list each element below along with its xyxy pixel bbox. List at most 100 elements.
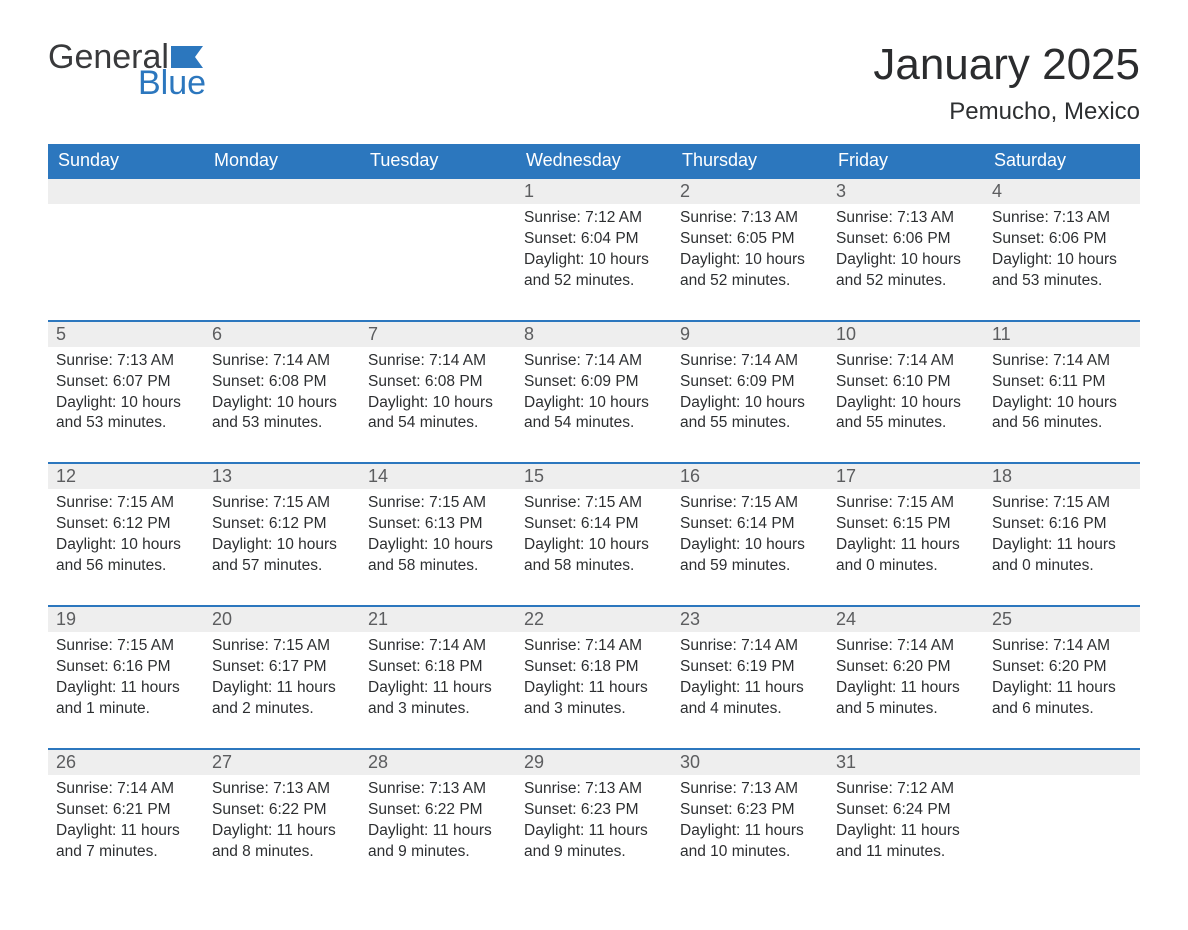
day-details-cell: Sunrise: 7:13 AMSunset: 6:23 PMDaylight:… — [672, 775, 828, 891]
col-tuesday: Tuesday — [360, 144, 516, 178]
day-number-cell — [204, 178, 360, 204]
sunset-label: Sunset: 6:18 PM — [368, 657, 508, 678]
day-number-cell — [48, 178, 204, 204]
day-details-cell: Sunrise: 7:14 AMSunset: 6:08 PMDaylight:… — [204, 347, 360, 464]
title-block: January 2025 Pemucho, Mexico — [873, 40, 1140, 126]
day-number-cell: 5 — [48, 321, 204, 347]
sunset-label: Sunset: 6:09 PM — [524, 372, 664, 393]
sunrise-label: Sunrise: 7:14 AM — [836, 636, 976, 657]
day-number-cell: 24 — [828, 606, 984, 632]
daylight-line2: and 2 minutes. — [212, 699, 352, 720]
day-number: 5 — [56, 324, 66, 344]
sunset-label: Sunset: 6:15 PM — [836, 514, 976, 535]
sunset-label: Sunset: 6:19 PM — [680, 657, 820, 678]
daylight-line2: and 4 minutes. — [680, 699, 820, 720]
col-thursday: Thursday — [672, 144, 828, 178]
day-details-cell: Sunrise: 7:14 AMSunset: 6:19 PMDaylight:… — [672, 632, 828, 749]
day-number-cell: 30 — [672, 749, 828, 775]
day-number: 28 — [368, 752, 388, 772]
day-number: 7 — [368, 324, 378, 344]
daylight-line1: Daylight: 10 hours — [212, 393, 352, 414]
daylight-line2: and 56 minutes. — [56, 556, 196, 577]
day-details-cell: Sunrise: 7:12 AMSunset: 6:24 PMDaylight:… — [828, 775, 984, 891]
sunset-label: Sunset: 6:16 PM — [992, 514, 1132, 535]
day-details-cell: Sunrise: 7:13 AMSunset: 6:23 PMDaylight:… — [516, 775, 672, 891]
sunset-label: Sunset: 6:12 PM — [56, 514, 196, 535]
sunset-label: Sunset: 6:07 PM — [56, 372, 196, 393]
daylight-line2: and 8 minutes. — [212, 842, 352, 863]
daylight-line2: and 58 minutes. — [368, 556, 508, 577]
col-monday: Monday — [204, 144, 360, 178]
daylight-line1: Daylight: 10 hours — [524, 393, 664, 414]
day-number-cell: 20 — [204, 606, 360, 632]
sunrise-label: Sunrise: 7:14 AM — [524, 636, 664, 657]
day-details-cell: Sunrise: 7:13 AMSunset: 6:05 PMDaylight:… — [672, 204, 828, 321]
day-details-cell — [360, 204, 516, 321]
sunset-label: Sunset: 6:14 PM — [524, 514, 664, 535]
daylight-line2: and 59 minutes. — [680, 556, 820, 577]
daylight-line2: and 56 minutes. — [992, 413, 1132, 434]
daylight-line2: and 53 minutes. — [56, 413, 196, 434]
day-number: 25 — [992, 609, 1012, 629]
daynum-row: 262728293031 — [48, 749, 1140, 775]
day-number: 29 — [524, 752, 544, 772]
day-number: 11 — [992, 324, 1011, 344]
day-number-cell: 7 — [360, 321, 516, 347]
daylight-line2: and 9 minutes. — [524, 842, 664, 863]
day-number: 14 — [368, 466, 388, 486]
daylight-line1: Daylight: 11 hours — [56, 678, 196, 699]
sunset-label: Sunset: 6:22 PM — [368, 800, 508, 821]
sunrise-label: Sunrise: 7:14 AM — [368, 636, 508, 657]
sunset-label: Sunset: 6:18 PM — [524, 657, 664, 678]
daylight-line2: and 6 minutes. — [992, 699, 1132, 720]
day-number-cell: 8 — [516, 321, 672, 347]
sunset-label: Sunset: 6:23 PM — [680, 800, 820, 821]
sunrise-label: Sunrise: 7:15 AM — [212, 493, 352, 514]
daylight-line1: Daylight: 10 hours — [680, 535, 820, 556]
details-row: Sunrise: 7:15 AM Sunset: 6:12 PM Daylight:… — [48, 489, 1140, 606]
sunrise-label: Sunrise: 7:15 AM — [836, 493, 976, 514]
day-details-cell: Sunrise: 7:12 AMSunset: 6:04 PMDaylight:… — [516, 204, 672, 321]
day-number-cell: 22 — [516, 606, 672, 632]
daylight-line2: and 52 minutes. — [680, 271, 820, 292]
daylight-line2: and 3 minutes. — [368, 699, 508, 720]
day-details-cell: Sunrise: 7:15 AMSunset: 6:16 PMDaylight:… — [48, 632, 204, 749]
day-details-cell: Sunrise: 7:14 AMSunset: 6:18 PMDaylight:… — [360, 632, 516, 749]
sunset-label: Sunset: 6:17 PM — [212, 657, 352, 678]
day-number: 3 — [836, 181, 846, 201]
details-row: Sunrise: 7:13 AMSunset: 6:07 PMDaylight:… — [48, 347, 1140, 464]
day-details-cell: Sunrise: 7:15 AMSunset: 6:14 PMDaylight:… — [516, 489, 672, 606]
day-number-cell: 6 — [204, 321, 360, 347]
sunrise-label: Sunrise: 7:13 AM — [524, 779, 664, 800]
daylight-line1: Daylight: 11 hours — [212, 678, 352, 699]
sunset-label: Sunset: 6:10 PM — [836, 372, 976, 393]
day-number: 13 — [212, 466, 232, 486]
day-number: 18 — [992, 466, 1012, 486]
details-row: Sunrise: 7:12 AMSunset: 6:04 PMDaylight:… — [48, 204, 1140, 321]
header: General Blue January 2025 Pemucho, Mexic… — [48, 40, 1140, 126]
logo: General Blue — [48, 40, 206, 100]
sunset-label: Sunset: 6:16 PM — [56, 657, 196, 678]
day-number: 19 — [56, 609, 76, 629]
day-number: 8 — [524, 324, 534, 344]
daylight-line2: and 0 minutes. — [992, 556, 1132, 577]
day-number-cell — [360, 178, 516, 204]
daylight-line1: Daylight: 10 hours — [836, 393, 976, 414]
sunrise-label: Sunrise: 7:13 AM — [992, 208, 1132, 229]
day-details-cell: Sunrise: 7:14 AMSunset: 6:18 PMDaylight:… — [516, 632, 672, 749]
sunset-label: Sunset: 6:06 PM — [836, 229, 976, 250]
day-number: 1 — [524, 181, 534, 201]
day-details-cell: Sunrise: 7:13 AMSunset: 6:22 PMDaylight:… — [204, 775, 360, 891]
day-number: 26 — [56, 752, 76, 772]
day-number-cell: 17 — [828, 463, 984, 489]
day-number-cell: 13 — [204, 463, 360, 489]
day-number: 27 — [212, 752, 232, 772]
day-details-cell: Sunrise: 7:14 AMSunset: 6:20 PMDaylight:… — [828, 632, 984, 749]
sunset-label: Sunset: 6:23 PM — [524, 800, 664, 821]
daylight-line2: and 9 minutes. — [368, 842, 508, 863]
day-details-cell: Sunrise: 7:13 AMSunset: 6:07 PMDaylight:… — [48, 347, 204, 464]
day-number-cell: 18 — [984, 463, 1140, 489]
logo-text-blue: Blue — [138, 66, 206, 100]
day-details-cell: Sunrise: 7:13 AMSunset: 6:22 PMDaylight:… — [360, 775, 516, 891]
day-details-cell: Sunrise: 7:13 AMSunset: 6:06 PMDaylight:… — [984, 204, 1140, 321]
